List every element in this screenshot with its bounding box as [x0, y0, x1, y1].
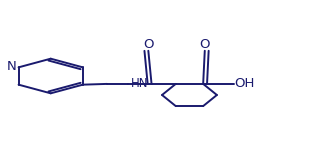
Text: OH: OH: [234, 77, 254, 90]
Text: N: N: [6, 60, 16, 73]
Text: O: O: [200, 38, 210, 51]
Text: O: O: [143, 38, 154, 51]
Text: HN: HN: [131, 77, 148, 90]
